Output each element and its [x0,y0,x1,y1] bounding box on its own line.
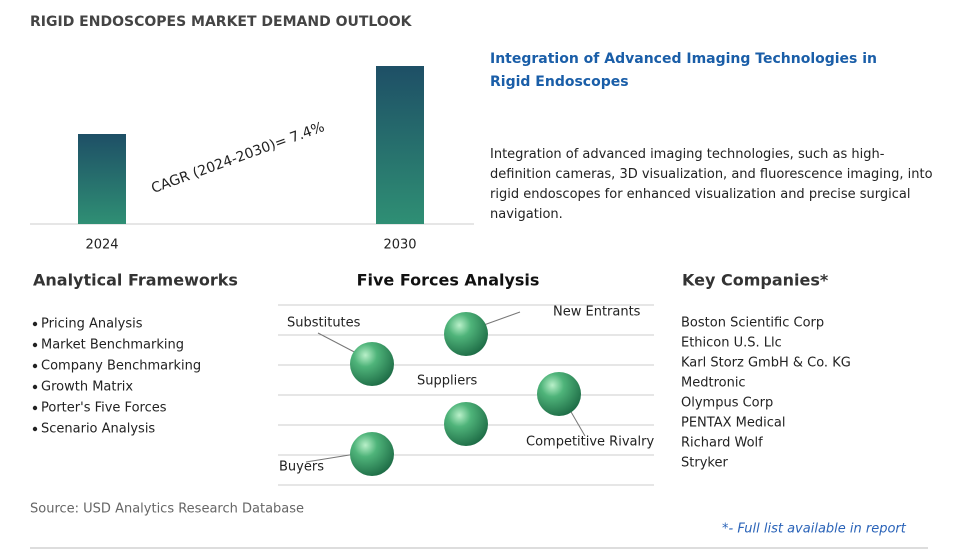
companies-title: Key Companies* [682,271,829,290]
force-label: Competitive Rivalry [526,435,654,450]
company-item: Olympus Corp [681,396,773,411]
bar [78,134,126,224]
framework-item: Pricing Analysis [41,317,143,332]
frameworks-title: Analytical Frameworks [33,271,238,290]
company-item: Karl Storz GmbH & Co. KG [681,356,851,371]
bullet [32,363,38,369]
company-item: Richard Wolf [681,436,763,451]
x-tick-label: 2024 [85,238,118,253]
footnote: *- Full list available in report [722,522,907,537]
bar [376,66,424,224]
source: Source: USD Analytics Research Database [30,502,304,517]
framework-item: Company Benchmarking [41,359,201,374]
chart-title: RIGID ENDOSCOPES MARKET DEMAND OUTLOOK [30,14,413,30]
force-label: New Entrants [553,305,641,320]
bullet [32,384,38,390]
framework-item: Porter's Five Forces [41,401,167,416]
forces-title: Five Forces Analysis [357,271,540,290]
company-item: Medtronic [681,376,746,391]
force-label: Substitutes [287,316,361,331]
bullet [32,321,38,327]
cagr-annotation: CAGR (2024-2030)= 7.4% [149,119,327,197]
bullet [32,342,38,348]
company-item: Ethicon U.S. Llc [681,336,782,351]
company-item: Stryker [681,456,728,471]
bullet [32,426,38,432]
force-label: Buyers [279,460,324,475]
framework-item: Market Benchmarking [41,338,184,353]
company-item: Boston Scientific Corp [681,316,824,331]
framework-item: Growth Matrix [41,380,133,395]
bullet [32,405,38,411]
framework-item: Scenario Analysis [41,422,155,437]
highlight-title: Integration of Advanced Imaging Technolo… [490,51,878,90]
force-label: Suppliers [417,374,478,389]
company-item: PENTAX Medical [681,416,785,431]
highlight-text: Integration of advanced imaging technolo… [490,147,933,222]
spheres [350,312,581,476]
x-tick-label: 2030 [383,238,416,253]
